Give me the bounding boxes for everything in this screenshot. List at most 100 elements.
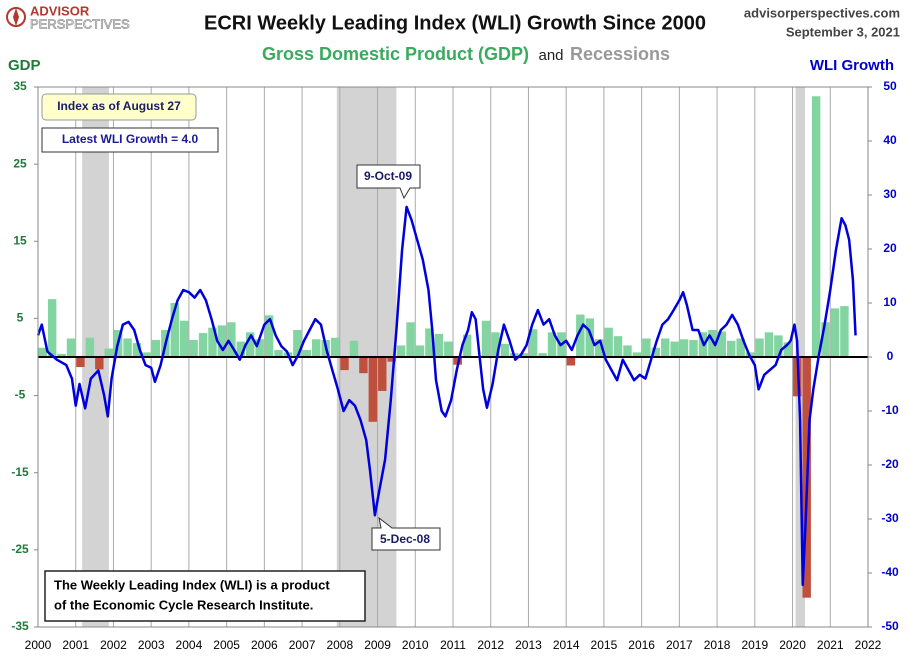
x-tick-label: 2011 [440,638,466,652]
bar [217,325,227,357]
bar [576,314,585,357]
bar [340,357,349,371]
bar [679,339,689,357]
x-tick-label: 2009 [364,638,391,652]
bar [764,332,774,357]
bar [594,339,604,357]
bar [444,341,453,357]
bar [462,334,472,357]
y2-tick-label: -40 [881,565,899,579]
bar [179,320,189,357]
y-tick-label: -25 [11,542,29,556]
bar [264,315,274,357]
bar [774,335,783,357]
bar [585,318,594,357]
x-tick-label: 2015 [591,638,618,652]
bar [274,350,283,357]
bar [425,328,434,357]
x-tick-label: 2006 [251,638,278,652]
bar [236,341,245,357]
annotation: 5-Dec-08 [380,532,430,546]
bar [66,338,76,357]
y-axis-title: GDP [8,57,41,74]
bar [717,331,727,357]
x-tick-label: 2000 [25,638,52,652]
y-tick-label: 25 [13,156,27,170]
brand: ADVISOR [30,3,90,18]
bar [830,308,840,357]
x-tick-label: 2018 [704,638,731,652]
x-tick-label: 2002 [100,638,127,652]
bar [387,357,396,362]
bar [840,306,849,357]
bar [95,357,104,370]
annotation: 9-Oct-09 [364,169,412,183]
bar [85,337,95,357]
x-tick-label: 2021 [817,638,844,652]
bar [76,357,85,368]
annotation: Index as of August 27 [57,99,181,113]
x-tick-label: 2016 [628,638,655,652]
bar [613,336,623,357]
bar [821,322,830,357]
bar [651,347,660,357]
plot-border [37,86,869,628]
bar [293,330,302,357]
y2-tick-label: 30 [883,187,897,201]
bar [302,350,312,357]
x-tick-label: 2017 [666,638,693,652]
y-tick-label: 5 [17,311,24,325]
bar [708,330,717,357]
x-tick-label: 2010 [402,638,429,652]
bar [396,345,406,357]
x-tick-label: 2001 [62,638,89,652]
info-box [41,93,197,121]
bar [170,303,179,357]
bar [519,353,528,357]
bar [142,352,151,357]
bar [755,338,764,357]
x-tick-label: 2022 [855,638,882,652]
x-tick-label: 2004 [176,638,203,652]
annotations: Index as of August 27 Latest WLI Growth … [41,93,441,622]
bar [547,332,557,357]
bar [406,322,415,357]
bar [566,357,576,366]
bar [528,329,538,357]
subtitle: Gross Domestic Product (GDP) [262,44,529,64]
y2-tick-label: 0 [887,349,894,363]
chart-title: ECRI Weekly Leading Index (WLI) Growth S… [204,12,706,34]
note: of the Economic Cycle Research Institute… [54,597,313,612]
bar [198,333,208,357]
y-tick-label: 35 [13,79,27,93]
x-tick-label: 2003 [138,638,165,652]
bar [227,322,236,357]
x-tick-label: 2007 [289,638,316,652]
y2-tick-label: 50 [883,79,897,93]
site: advisorperspectives.com [744,5,900,20]
y2-tick-label: 40 [883,133,897,147]
bar [736,338,745,357]
bar [132,343,142,357]
bar [189,340,198,357]
bar [727,340,736,357]
y-tick-label: -5 [15,388,26,402]
bar [312,339,321,357]
bar [38,347,47,357]
bar [632,352,642,357]
y-tick-label: 15 [13,233,27,247]
bar [623,345,632,357]
bar [415,345,425,357]
note: The Weekly Leading Index (WLI) is a prod… [54,577,330,592]
bar [104,348,113,357]
bar [481,320,491,357]
annotation: Latest WLI Growth = 4.0 [62,132,199,146]
bar [811,96,821,357]
y2-tick-label: -10 [881,403,899,417]
bar [57,353,66,357]
bar [604,327,613,357]
y2-tick-label: 20 [883,241,897,255]
bar [434,333,444,357]
bar [500,343,510,357]
x-tick-label: 2012 [477,638,504,652]
